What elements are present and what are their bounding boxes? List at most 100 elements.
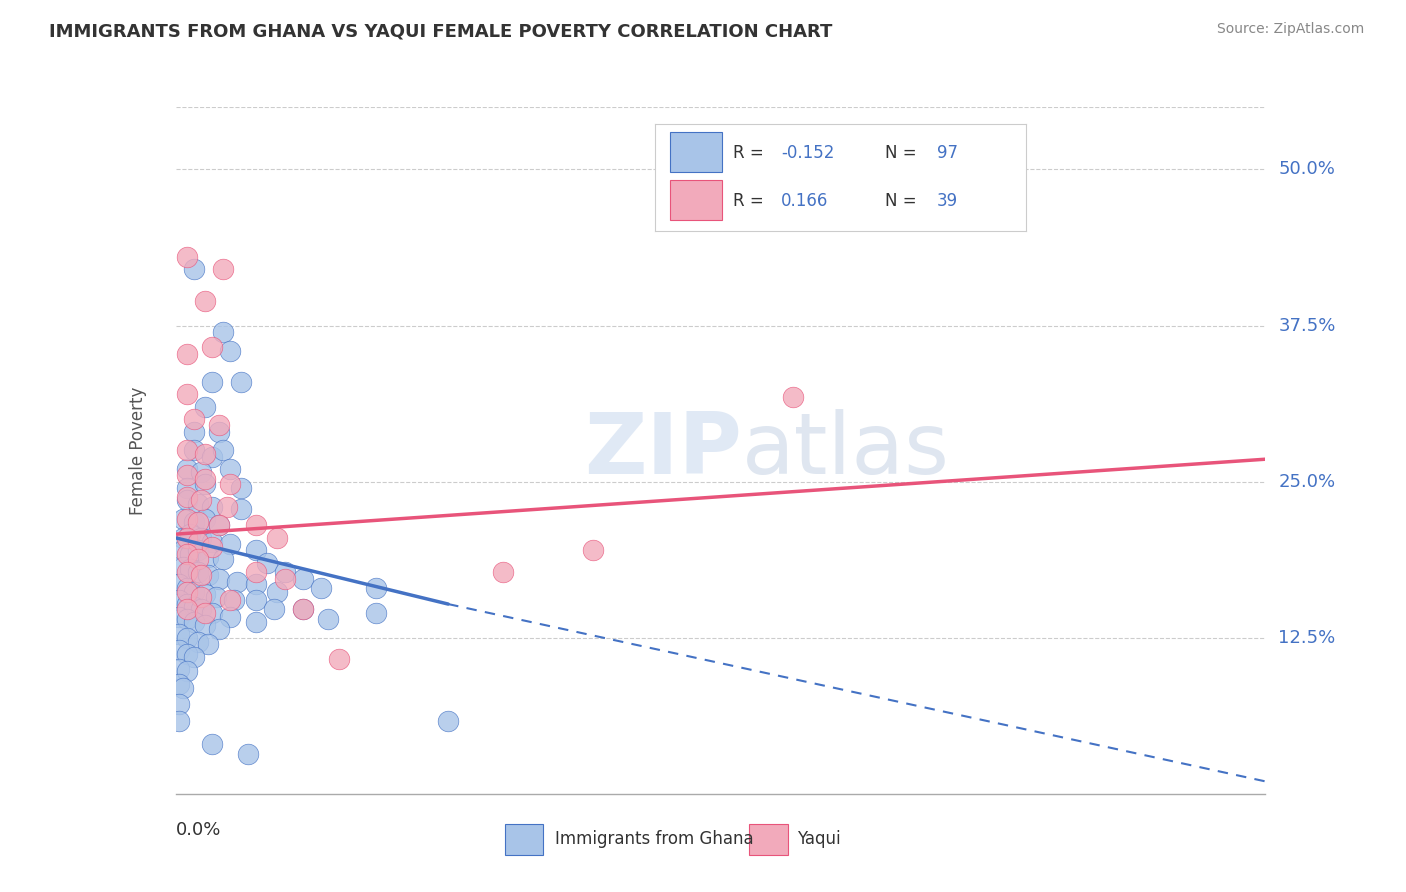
Point — [176, 547, 198, 561]
Point — [183, 443, 205, 458]
Point — [364, 581, 387, 595]
Point — [194, 477, 217, 491]
Point — [186, 515, 209, 529]
Point — [212, 443, 235, 458]
Point — [169, 697, 191, 711]
Point — [194, 512, 217, 526]
Point — [194, 447, 217, 461]
Point — [186, 534, 209, 549]
Point — [208, 518, 231, 533]
Point — [186, 552, 209, 566]
Point — [201, 737, 224, 751]
Point — [197, 549, 219, 564]
Point — [309, 581, 332, 595]
Point — [169, 643, 191, 657]
Point — [231, 375, 253, 389]
Point — [201, 540, 224, 554]
Point — [238, 747, 260, 761]
Point — [169, 677, 191, 691]
Text: ZIP: ZIP — [585, 409, 742, 492]
Text: Source: ZipAtlas.com: Source: ZipAtlas.com — [1216, 22, 1364, 37]
Point — [176, 565, 198, 579]
Point — [176, 597, 198, 611]
Point — [291, 602, 314, 616]
Point — [274, 572, 297, 586]
Point — [197, 568, 219, 582]
Point — [176, 462, 198, 476]
Text: 12.5%: 12.5% — [1278, 629, 1336, 647]
Point — [176, 347, 198, 361]
Point — [219, 343, 242, 358]
Point — [291, 602, 314, 616]
Point — [194, 606, 217, 620]
Point — [208, 518, 231, 533]
Point — [169, 609, 191, 624]
Point — [212, 325, 235, 339]
Point — [190, 531, 212, 545]
Point — [169, 577, 191, 591]
Point — [231, 502, 253, 516]
Point — [169, 627, 191, 641]
Point — [176, 468, 198, 483]
Point — [186, 497, 209, 511]
Point — [179, 562, 201, 576]
Point — [245, 615, 267, 629]
Point — [226, 574, 249, 589]
Point — [194, 400, 217, 414]
Point — [231, 481, 253, 495]
Point — [169, 662, 191, 676]
Point — [190, 602, 212, 616]
Point — [215, 500, 238, 514]
Text: 50.0%: 50.0% — [1278, 161, 1336, 178]
Point — [437, 714, 460, 729]
Point — [208, 622, 231, 636]
Point — [219, 593, 242, 607]
Point — [492, 565, 515, 579]
Point — [176, 493, 198, 508]
Point — [201, 534, 224, 549]
Text: Female Poverty: Female Poverty — [128, 386, 146, 515]
Point — [194, 293, 217, 308]
Point — [186, 634, 209, 648]
Point — [186, 543, 209, 558]
Point — [219, 462, 242, 476]
Point — [263, 602, 285, 616]
Point — [176, 665, 198, 679]
Point — [208, 572, 231, 586]
Point — [183, 649, 205, 664]
Point — [194, 618, 217, 632]
Point — [190, 465, 212, 479]
Point — [190, 568, 212, 582]
Point — [364, 606, 387, 620]
Point — [172, 681, 194, 695]
Point — [176, 612, 198, 626]
Point — [245, 543, 267, 558]
Point — [179, 547, 201, 561]
Point — [291, 572, 314, 586]
Point — [169, 714, 191, 729]
Point — [169, 593, 191, 607]
Text: 0.0%: 0.0% — [176, 822, 221, 839]
Point — [245, 518, 267, 533]
Point — [176, 631, 198, 645]
Point — [219, 477, 242, 491]
Point — [172, 543, 194, 558]
Point — [176, 602, 198, 616]
Point — [212, 262, 235, 277]
Point — [176, 531, 198, 545]
Point — [183, 584, 205, 599]
Point — [201, 500, 224, 514]
Point — [183, 615, 205, 629]
Point — [183, 412, 205, 426]
Point — [186, 565, 209, 579]
Point — [176, 581, 198, 595]
Point — [176, 443, 198, 458]
Point — [208, 418, 231, 433]
Point — [176, 584, 198, 599]
Point — [179, 527, 201, 541]
Point — [194, 587, 217, 601]
Point — [245, 565, 267, 579]
Point — [190, 590, 212, 604]
Text: IMMIGRANTS FROM GHANA VS YAQUI FEMALE POVERTY CORRELATION CHART: IMMIGRANTS FROM GHANA VS YAQUI FEMALE PO… — [49, 22, 832, 40]
Point — [318, 612, 340, 626]
